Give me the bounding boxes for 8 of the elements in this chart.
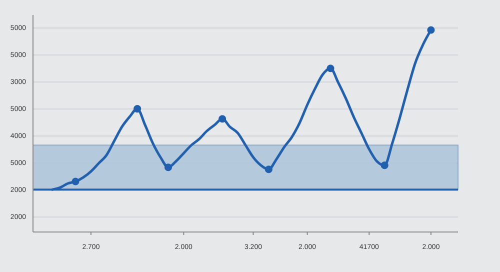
point — [264, 166, 272, 174]
point — [380, 162, 388, 170]
point — [326, 64, 334, 72]
point — [72, 178, 80, 186]
point — [427, 26, 435, 34]
point — [164, 164, 172, 172]
point — [134, 105, 142, 113]
point — [218, 115, 226, 123]
